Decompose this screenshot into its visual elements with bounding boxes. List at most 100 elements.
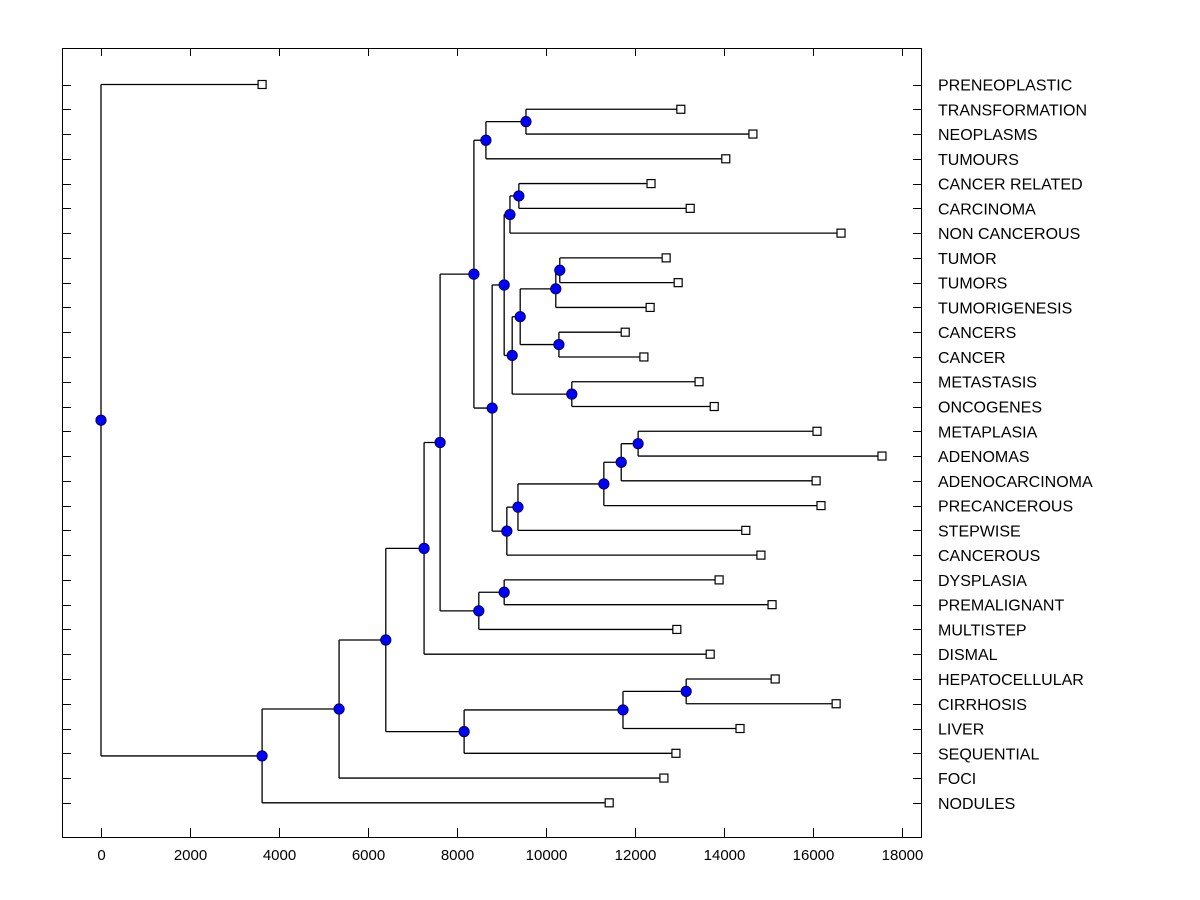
node-marker [632, 438, 644, 450]
leaf-label: PRECANCEROUS [938, 499, 1073, 516]
leaf-marker [877, 451, 887, 461]
leaf-marker [714, 575, 724, 585]
leaf-marker [811, 476, 821, 486]
x-tick-label: 16000 [793, 847, 835, 864]
leaf-marker [659, 773, 669, 783]
leaf-label: TUMORIGENESIS [938, 300, 1072, 317]
node-marker [434, 436, 446, 449]
leaf-label: FOCI [938, 771, 976, 788]
node-marker [553, 338, 565, 351]
leaf-label: DISMAL [938, 647, 998, 664]
leaf-label: SEQUENTIAL [938, 746, 1039, 763]
leaf-label: CANCER RELATED [938, 177, 1083, 194]
leaf-label: METASTASIS [938, 375, 1037, 392]
leaf-label: CANCER [938, 350, 1006, 367]
x-tick-label: 0 [97, 847, 105, 864]
leaf-label: CIRRHOSIS [938, 697, 1027, 714]
leaf-label: NON CANCEROUS [938, 226, 1080, 243]
x-tick-label: 6000 [352, 847, 385, 864]
node-marker [598, 478, 610, 490]
leaf-marker [639, 352, 649, 362]
leaf-marker [672, 624, 682, 635]
node-marker [95, 414, 107, 426]
leaf-marker [604, 798, 614, 808]
leaf-marker [620, 327, 630, 337]
leaf-label: ONCOGENES [938, 400, 1042, 417]
leaf-label: ADENOMAS [938, 449, 1030, 466]
leaf-marker [741, 525, 751, 535]
node-marker [480, 134, 492, 146]
leaf-marker [694, 377, 704, 387]
leaf-label: LIVER [938, 722, 984, 739]
leaf-label: CANCERS [938, 325, 1016, 342]
leaf-label: METAPLASIA [938, 424, 1038, 441]
leaf-marker [646, 178, 656, 189]
node-marker [468, 268, 480, 280]
node-marker [458, 726, 470, 738]
node-marker [418, 542, 430, 554]
leaf-label: PRENEOPLASTIC [938, 78, 1072, 95]
node-marker [554, 264, 566, 276]
node-marker [501, 525, 513, 537]
leaf-label: TRANSFORMATION [938, 102, 1087, 119]
tree-links [100, 83, 882, 804]
x-tick-label: 4000 [263, 847, 296, 864]
leaf-marker [673, 278, 683, 288]
leaf-label: HEPATOCELLULAR [938, 672, 1084, 689]
node-marker [566, 388, 578, 400]
leaf-marker [685, 203, 695, 213]
leaf-marker [756, 550, 766, 560]
tree-leaves [257, 79, 887, 808]
tree-nodes [95, 116, 692, 762]
x-tick-label: 10000 [526, 847, 568, 864]
plot-frame [62, 48, 922, 838]
leaf-label: TUMORS [938, 276, 1007, 293]
leaf-marker [812, 426, 822, 436]
node-marker [256, 750, 268, 762]
x-axis: 0 2000 4000 6000 8000 10000 12000 14000 16000 180… [97, 48, 923, 864]
leaf-labels: PRENEOPLASTIC TRANSFORMATION NEOPLASMS TUMO… [938, 78, 1093, 813]
leaf-marker [748, 129, 758, 139]
node-marker [617, 704, 629, 716]
leaf-label: STEPWISE [938, 523, 1021, 540]
leaf-marker [676, 104, 686, 114]
leaf-marker [671, 748, 681, 758]
leaf-marker [257, 79, 267, 90]
leaf-marker [721, 154, 731, 164]
leaf-label: CANCEROUS [938, 548, 1040, 565]
node-marker [550, 283, 562, 295]
node-marker [514, 311, 526, 323]
x-tick-label: 14000 [704, 847, 746, 864]
node-marker [506, 349, 518, 362]
x-tick-label: 12000 [615, 847, 657, 864]
node-marker [513, 190, 525, 202]
node-marker [615, 456, 627, 468]
leaf-label: DYSPLASIA [938, 573, 1027, 590]
x-tick-label: 2000 [174, 847, 207, 864]
leaf-label: TUMOURS [938, 152, 1019, 169]
leaf-label: TUMOR [938, 251, 997, 268]
y-axis-ticks [62, 85, 922, 804]
node-marker [680, 685, 692, 697]
leaf-label: CARCINOMA [938, 201, 1036, 218]
node-marker [520, 116, 532, 128]
node-marker [380, 634, 392, 646]
leaf-label: PREMALIGNANT [938, 598, 1064, 615]
leaf-marker [770, 674, 780, 684]
leaf-marker [836, 228, 846, 238]
node-marker [512, 501, 524, 513]
leaf-marker [735, 723, 745, 734]
node-marker [333, 703, 345, 715]
leaf-marker [705, 649, 715, 659]
leaf-marker [767, 600, 777, 610]
leaf-marker [709, 401, 719, 412]
node-marker [504, 208, 516, 221]
x-tick-label: 18000 [882, 847, 924, 864]
leaf-label: ADENOCARCINOMA [938, 474, 1093, 491]
node-marker [486, 402, 498, 414]
node-marker [498, 586, 510, 598]
leaf-marker [645, 302, 655, 313]
leaf-marker [661, 253, 671, 263]
leaf-label: NEOPLASMS [938, 127, 1038, 144]
